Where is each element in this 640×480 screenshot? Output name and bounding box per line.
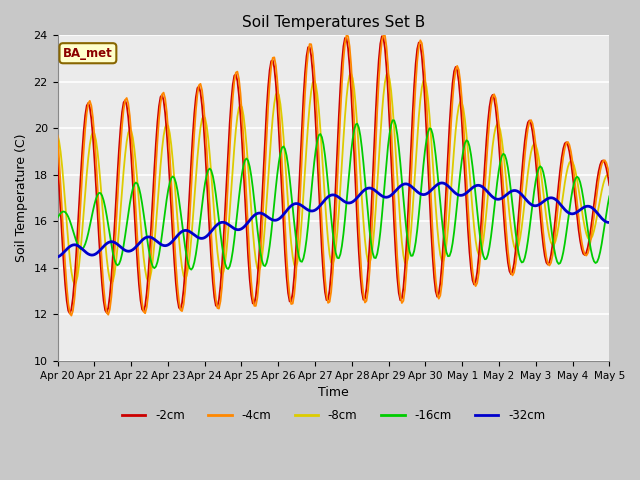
Y-axis label: Soil Temperature (C): Soil Temperature (C) bbox=[15, 134, 28, 262]
X-axis label: Time: Time bbox=[318, 386, 349, 399]
Title: Soil Temperatures Set B: Soil Temperatures Set B bbox=[242, 15, 425, 30]
Text: BA_met: BA_met bbox=[63, 47, 113, 60]
Legend: -2cm, -4cm, -8cm, -16cm, -32cm: -2cm, -4cm, -8cm, -16cm, -32cm bbox=[117, 404, 550, 427]
